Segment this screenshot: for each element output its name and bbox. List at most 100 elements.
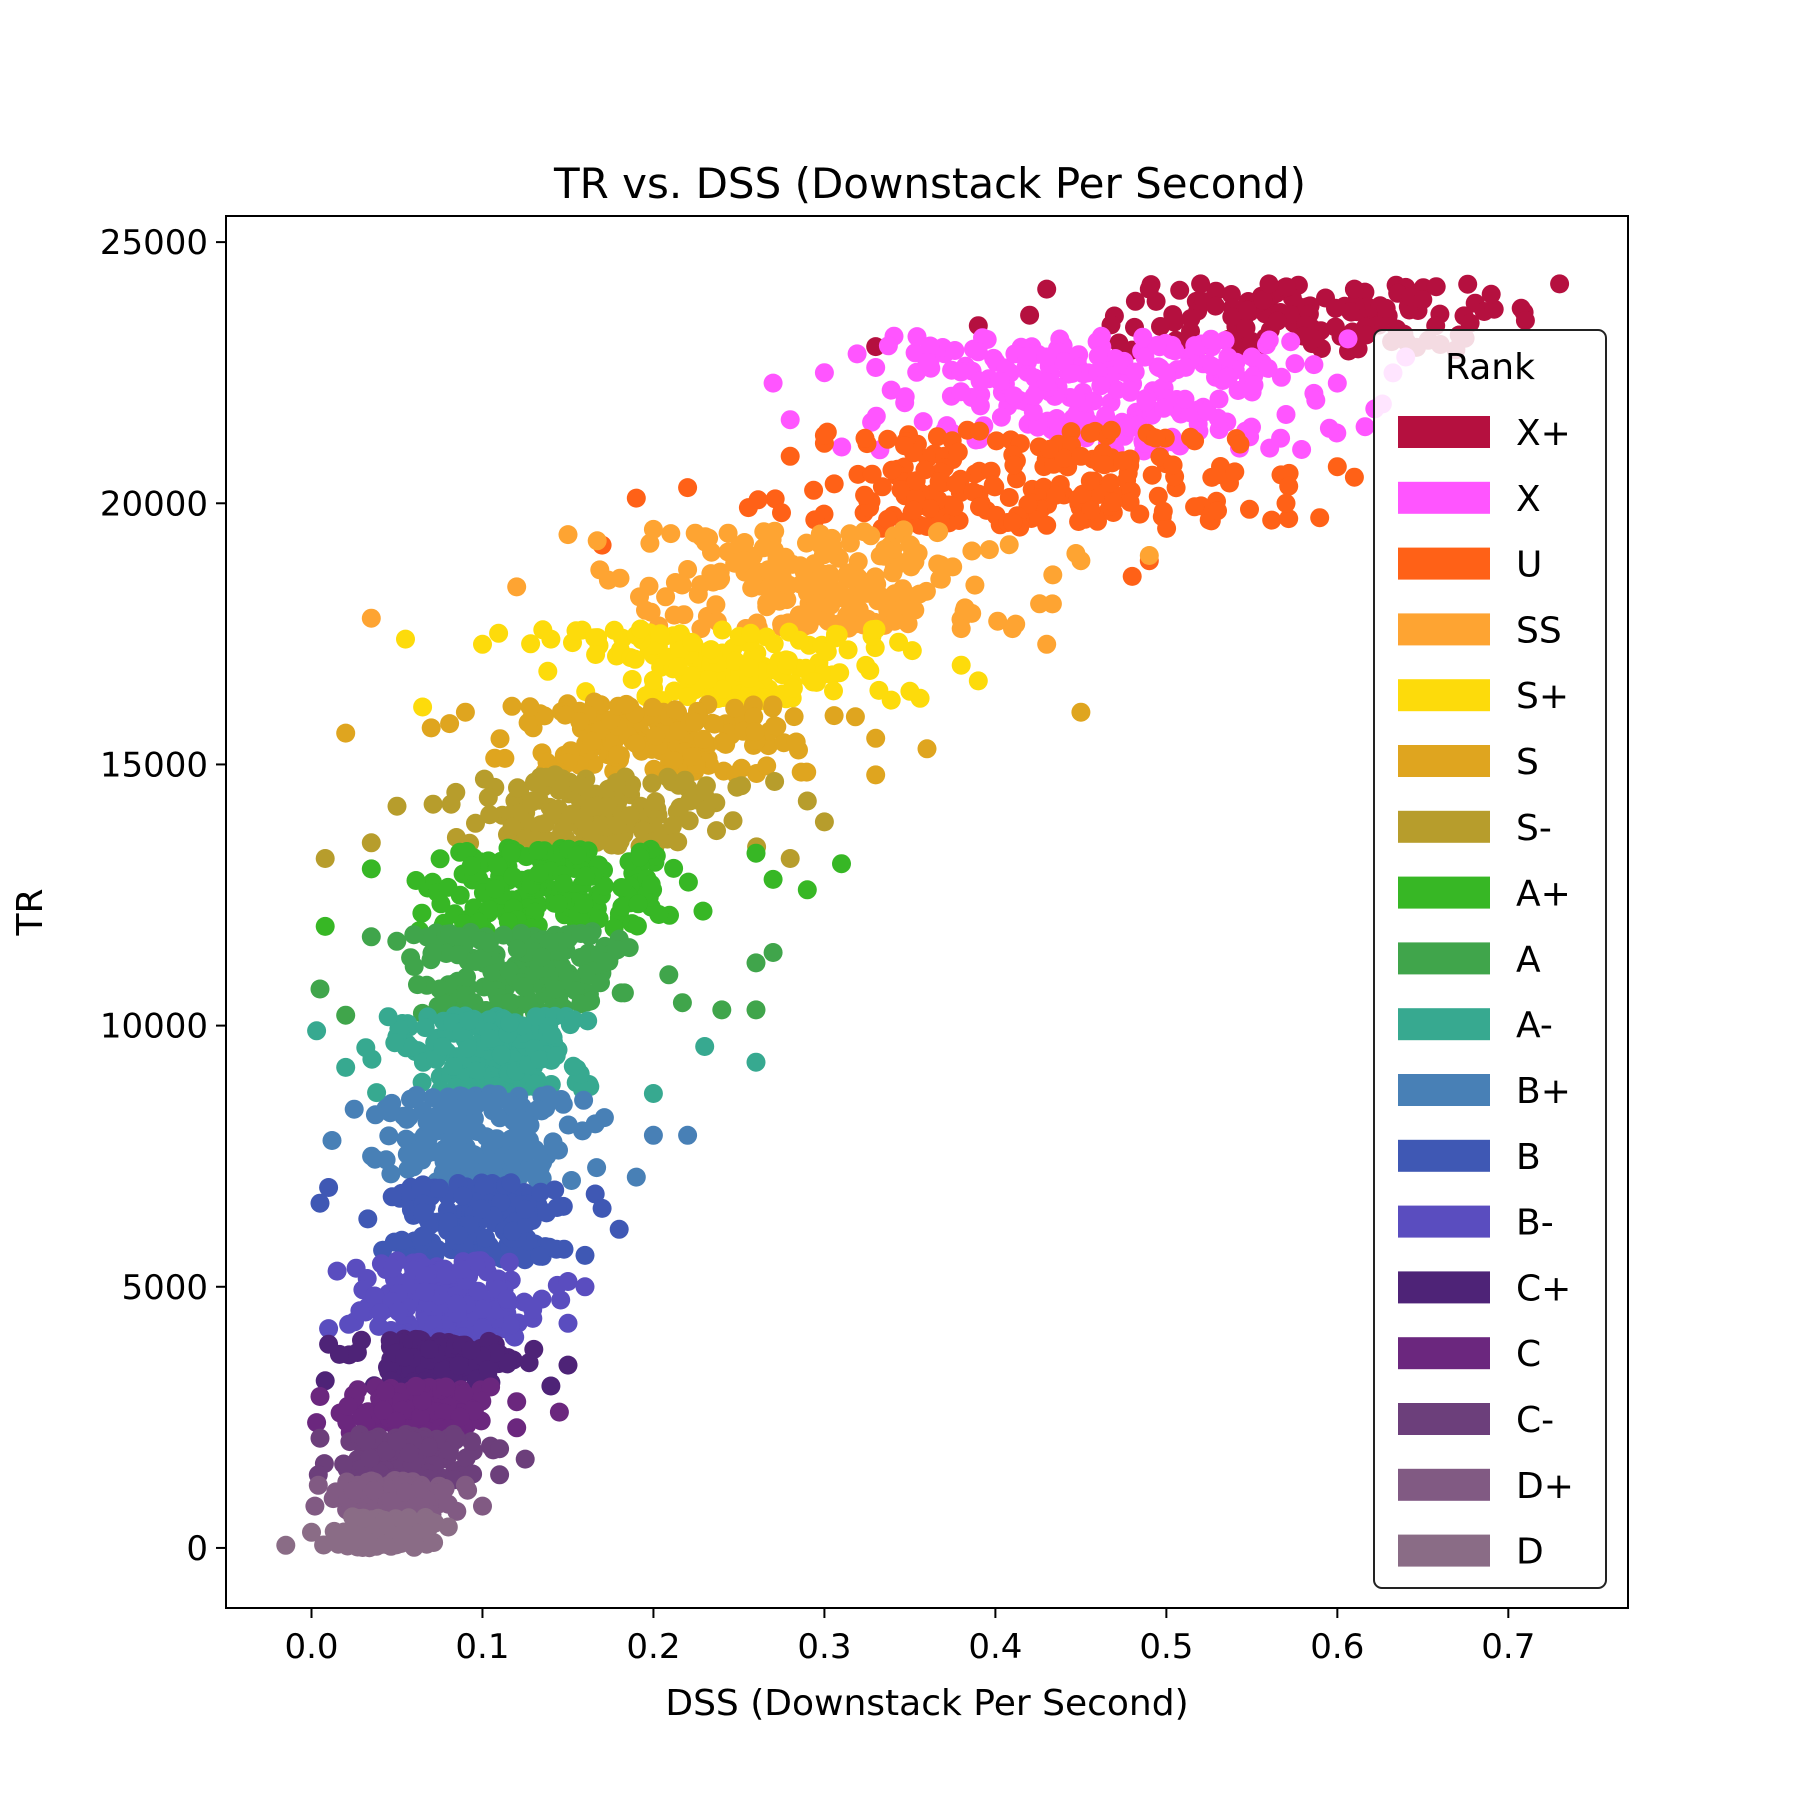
scatter-point — [418, 1437, 438, 1457]
scatter-point — [713, 732, 733, 752]
scatter-point — [499, 1252, 519, 1272]
scatter-point — [536, 813, 555, 833]
scatter-point — [668, 657, 688, 677]
scatter-point-outlier — [315, 916, 335, 936]
scatter-point-outlier — [1037, 634, 1057, 654]
scatter-point — [576, 866, 596, 886]
scatter-point — [422, 943, 442, 963]
scatter-point — [1046, 485, 1066, 505]
scatter-point — [423, 1088, 443, 1108]
scatter-point — [382, 1187, 402, 1207]
scatter-point — [562, 1171, 581, 1190]
scatter-point-outlier — [438, 1517, 458, 1537]
scatter-point — [1230, 434, 1250, 454]
scatter-point — [1103, 492, 1123, 512]
scatter-point — [625, 649, 645, 669]
scatter-point — [592, 816, 612, 836]
scatter-point — [433, 1359, 453, 1379]
scatter-point — [999, 488, 1019, 507]
scatter-point — [741, 623, 761, 643]
scatter-point — [845, 707, 865, 727]
scatter-point — [1004, 455, 1024, 475]
scatter-point-outlier — [315, 849, 335, 868]
scatter-point-outlier — [507, 1392, 527, 1412]
series-A- — [307, 1006, 766, 1103]
scatter-point — [723, 811, 743, 831]
scatter-point — [356, 1431, 376, 1451]
scatter-point — [612, 878, 632, 897]
scatter-point — [680, 791, 700, 811]
scatter-point — [1081, 500, 1101, 520]
scatter-point — [528, 1099, 548, 1119]
scatter-point — [487, 1129, 507, 1149]
scatter-point — [725, 698, 745, 718]
scatter-point — [927, 427, 947, 447]
scatter-point — [1281, 332, 1301, 352]
scatter-point — [696, 800, 716, 820]
legend-swatch — [1398, 613, 1490, 646]
scatter-point — [526, 1007, 546, 1027]
scatter-point — [478, 899, 498, 919]
scatter-point — [646, 726, 666, 746]
scatter-point — [797, 570, 817, 590]
scatter-point — [417, 1112, 437, 1132]
scatter-point — [622, 670, 642, 689]
scatter-point — [878, 336, 898, 356]
scatter-point — [678, 687, 698, 707]
scatter-point-outlier — [305, 1496, 325, 1516]
scatter-point — [604, 620, 624, 640]
scatter-point — [358, 1209, 378, 1229]
scatter-point — [392, 1230, 412, 1250]
scatter-point — [334, 1454, 354, 1474]
scatter-point — [1222, 307, 1242, 327]
scatter-point — [810, 535, 830, 555]
scatter-point — [907, 327, 927, 347]
scatter-point — [586, 645, 606, 664]
scatter-point — [436, 1266, 456, 1285]
legend-label: A- — [1516, 1005, 1553, 1046]
scatter-point — [408, 975, 427, 995]
scatter-point — [610, 568, 630, 588]
scatter-point-outlier — [951, 619, 971, 639]
legend-swatch — [1398, 1403, 1490, 1435]
scatter-point — [415, 1018, 435, 1038]
scatter-point — [838, 563, 858, 583]
scatter-point — [1120, 492, 1140, 512]
scatter-point-outlier — [1003, 619, 1022, 639]
scatter-point — [610, 831, 630, 851]
scatter-point — [875, 539, 895, 559]
scatter-point-outlier — [609, 1219, 629, 1239]
scatter-point — [678, 872, 698, 892]
scatter-point — [574, 1090, 594, 1110]
scatter-point — [578, 1011, 598, 1031]
scatter-point — [861, 526, 881, 546]
scatter-point-outlier — [507, 577, 527, 597]
scatter-point-outlier — [336, 723, 356, 743]
scatter-point — [1209, 389, 1229, 409]
scatter-point — [480, 1029, 500, 1048]
scatter-point — [1030, 594, 1050, 614]
scatter-point — [705, 714, 724, 734]
legend-item: A+ — [1398, 874, 1571, 915]
scatter-point — [454, 1384, 474, 1404]
scatter-point — [693, 729, 713, 749]
legend-item: D — [1398, 1532, 1544, 1573]
scatter-point-outlier — [396, 629, 415, 649]
scatter-point — [347, 1343, 367, 1362]
scatter-point — [872, 477, 892, 497]
scatter-point — [580, 797, 600, 817]
scatter-point-outlier — [900, 681, 920, 701]
scatter-point — [628, 894, 648, 914]
scatter-point — [478, 1152, 498, 1172]
scatter-point-outlier — [1481, 284, 1501, 304]
scatter-point — [478, 788, 498, 807]
scatter-point — [739, 658, 759, 678]
scatter-point-outlier — [455, 702, 475, 722]
scatter-point — [514, 977, 534, 997]
scatter-point-outlier — [866, 358, 886, 377]
scatter-point — [420, 1340, 439, 1359]
scatter-point — [882, 460, 902, 480]
scatter-point — [1240, 499, 1259, 519]
scatter-point — [446, 782, 466, 802]
scatter-point-outlier — [968, 342, 988, 362]
